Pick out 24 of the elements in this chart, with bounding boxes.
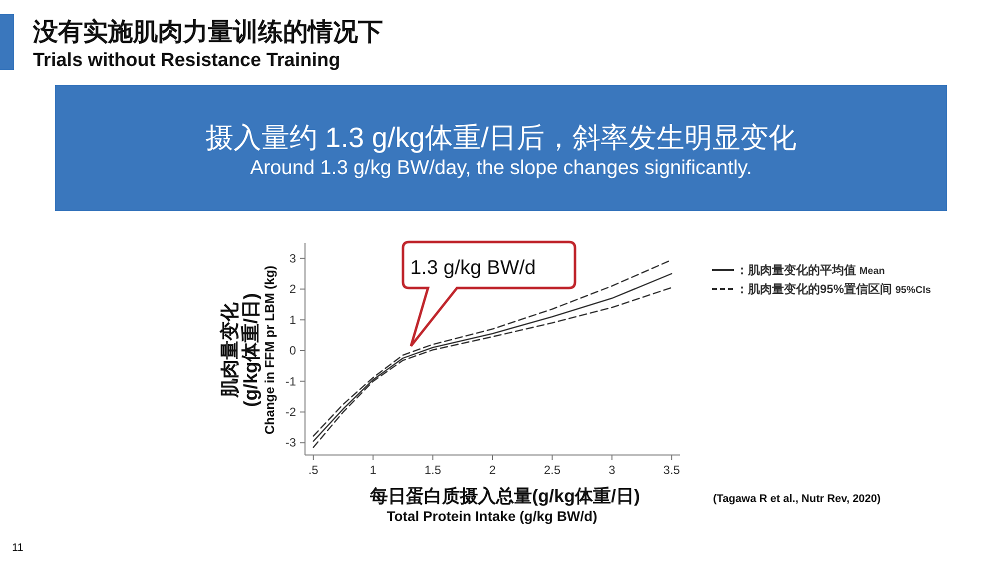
legend-label: ：肌肉量变化的95%置信区间 95%CIs bbox=[736, 282, 932, 296]
x-tick-label: 2.5 bbox=[544, 463, 561, 477]
y-tick-label: -2 bbox=[285, 404, 296, 419]
text: 摄入量约 1.3 g/kg体重/日后，斜率发生明显变化 Around 1.3 g/kg BW/day, the slope changes significantly. bbox=[205, 122, 797, 179]
x-tick-label: 3 bbox=[608, 463, 616, 477]
chart-title: 没有实施肌肉力量训练的情况下 bbox=[32, 18, 383, 46]
text: 11 bbox=[12, 542, 24, 554]
y-tick-label: 3 bbox=[289, 251, 296, 266]
text: (Tagawa R et al., Nutr Rev, 2020) bbox=[713, 493, 882, 505]
x-axis-title: 每日蛋白质摄入总量(g/kg体重/日) Total Protein Intake (g/kg BW/d) bbox=[369, 486, 640, 524]
legend-label: ：肌肉量变化的平均值 Mean bbox=[736, 263, 885, 277]
x-tick-label: 1 bbox=[370, 463, 377, 477]
x-tick-label: 2 bbox=[489, 463, 496, 477]
y-tick-label: -3 bbox=[285, 436, 296, 450]
y-tick-label: -1 bbox=[285, 374, 296, 388]
chart-subtitle: Trials without Resistance Training bbox=[33, 50, 340, 71]
y-tick-label: 1 bbox=[289, 312, 296, 327]
y-axis-title: 肌肉量变化 (g/kg体重/日) Change in FFM pr LBM (kg) bbox=[219, 266, 277, 434]
annotation: 1.3 g/kg BW/d bbox=[410, 257, 536, 279]
y-tick-label: 0 bbox=[289, 344, 296, 358]
x-tick-label: .5 bbox=[308, 463, 319, 477]
y-tick-label: 2 bbox=[289, 282, 296, 296]
x-tick-label: 1.5 bbox=[424, 463, 442, 477]
x-tick-label: 3.5 bbox=[663, 463, 680, 477]
